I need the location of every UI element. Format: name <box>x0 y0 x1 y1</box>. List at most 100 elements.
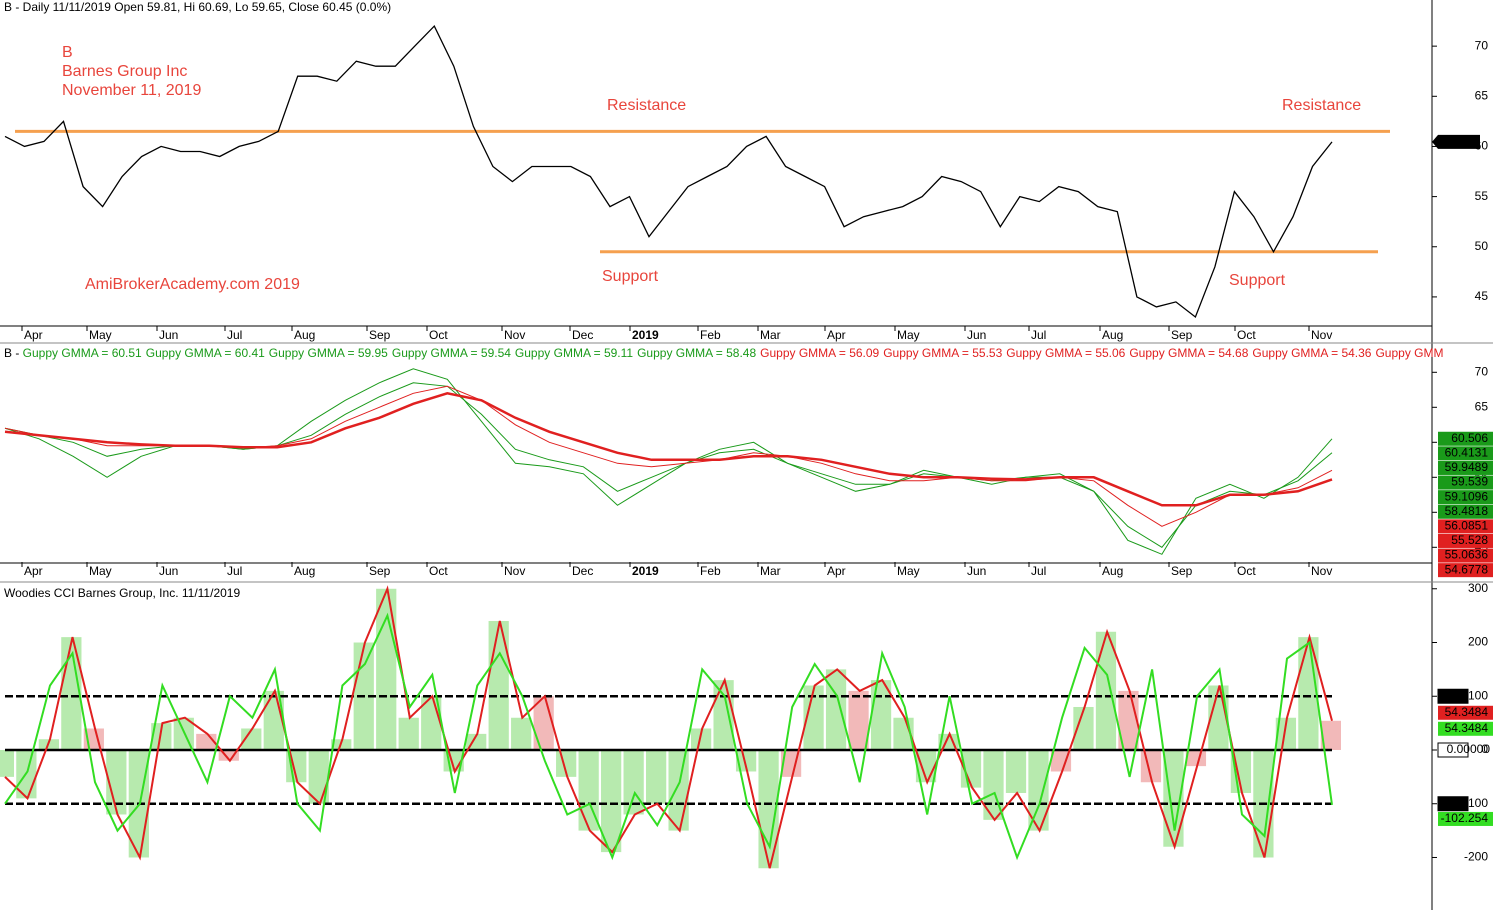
cci-histogram <box>218 749 239 761</box>
x-tick-label: Jul <box>1031 328 1046 342</box>
ref-tag: -100 <box>1442 796 1466 810</box>
value-tag-box <box>1438 431 1493 446</box>
y-tick-label: 65 <box>1475 88 1489 102</box>
cci-histogram <box>646 749 667 804</box>
cci-histogram <box>0 749 14 777</box>
x-tick-label: May <box>897 564 920 578</box>
cci-histogram <box>1320 720 1341 750</box>
cci-histogram <box>690 728 712 750</box>
x-tick-label: Aug <box>294 328 315 342</box>
cci-histogram <box>376 588 397 750</box>
legend-entry: Guppy GMM <box>1375 346 1443 360</box>
value-tag: 59.1096 <box>1445 489 1489 503</box>
y-tick-label: 70 <box>1475 38 1489 52</box>
value-tag: 55.528 <box>1451 533 1488 547</box>
price-line <box>4 24 1333 319</box>
y-tick-label: 55 <box>1475 189 1489 203</box>
last-price-box <box>1432 134 1480 149</box>
x-tick-label: 2019 <box>632 564 659 578</box>
gmma-legend: B - Guppy GMMA = 60.51 Guppy GMMA = 60.41… <box>4 346 1443 360</box>
cci-histogram <box>398 717 419 750</box>
ref-tag-box <box>1437 796 1469 812</box>
cci-histogram <box>713 680 734 750</box>
cci-histogram <box>1185 749 1207 767</box>
value-tag-box <box>1438 519 1493 534</box>
x-tick-label: Aug <box>294 564 315 578</box>
x-tick-label: May <box>897 328 920 342</box>
cci-histogram <box>870 680 892 750</box>
x-tick-label: May <box>89 564 112 578</box>
value-tag: 56.0851 <box>1445 519 1489 533</box>
x-tick-label: Oct <box>429 328 448 342</box>
legend-prefix: B - <box>4 346 23 360</box>
cci-histogram <box>488 621 509 750</box>
x-tick-label: Apr <box>827 328 846 342</box>
x-tick-label: Jun <box>159 328 178 342</box>
x-tick-label: May <box>89 328 112 342</box>
cci-histogram <box>1163 749 1184 847</box>
legend-entry: Guppy GMMA = 55.06 <box>1006 346 1125 360</box>
cci-line <box>4 612 1333 861</box>
y-tick-label: 100 <box>1468 688 1488 702</box>
x-tick-label: Apr <box>24 328 43 342</box>
value-tag-box <box>1438 460 1493 475</box>
annotation: November 11, 2019 <box>62 82 201 99</box>
x-tick-label: Mar <box>760 328 781 342</box>
annotation: Support <box>602 268 659 285</box>
value-tag: 60.4131 <box>1445 446 1489 460</box>
y-tick-label: 0 <box>1481 742 1488 756</box>
value-tag-box <box>1438 563 1493 578</box>
value-tag-box <box>1438 475 1493 490</box>
x-tick-label: Jul <box>227 564 242 578</box>
y-tick-label: 300 <box>1468 581 1488 595</box>
cci-histogram <box>151 723 172 750</box>
ref-tag: 100 <box>1446 688 1466 702</box>
value-tag-box <box>1438 446 1493 461</box>
x-tick-label: Nov <box>504 328 525 342</box>
value-tag: 59.539 <box>1451 475 1488 489</box>
x-tick-label: Sep <box>1171 328 1193 342</box>
x-tick-label: 2019 <box>632 328 659 342</box>
x-tick-label: Jun <box>967 328 986 342</box>
annotation: Resistance <box>607 97 686 114</box>
cci-histogram <box>241 728 262 750</box>
y-tick-label: 45 <box>1475 289 1489 303</box>
legend-entry: Guppy GMMA = 54.68 <box>1129 346 1248 360</box>
annotation: Support <box>1229 272 1286 289</box>
y-tick-label: -100 <box>1464 796 1488 810</box>
x-tick-label: Aug <box>1102 564 1123 578</box>
cci-histogram <box>1005 749 1027 793</box>
value-tag-box <box>1438 533 1493 548</box>
cci-histogram <box>578 749 599 831</box>
x-tick-label: Apr <box>827 564 846 578</box>
value-tag-box <box>1438 548 1493 563</box>
x-tick-label: Nov <box>1311 328 1332 342</box>
x-tick-label: Nov <box>504 564 525 578</box>
x-tick-label: Dec <box>572 328 593 342</box>
annotation: Resistance <box>1282 97 1361 114</box>
value-tag: 54.3484 <box>1445 705 1489 719</box>
value-tag-box <box>1438 811 1493 826</box>
x-tick-label: Sep <box>1171 564 1193 578</box>
x-tick-label: Feb <box>700 564 721 578</box>
ref-tag-box <box>1437 688 1469 704</box>
y-tick-label: -200 <box>1464 850 1488 864</box>
legend-entry: Guppy GMMA = 59.54 <box>392 346 511 360</box>
y-tick-label: 200 <box>1468 635 1488 649</box>
value-tag: -102.254 <box>1441 811 1489 825</box>
legend-entry: Guppy GMMA = 56.09 <box>760 346 879 360</box>
legend-entry: Guppy GMMA = 60.41 <box>146 346 265 360</box>
value-tag-box <box>1438 504 1493 519</box>
annotation: B <box>62 44 73 61</box>
x-tick-label: Jun <box>159 564 178 578</box>
value-tag: 55.0636 <box>1445 548 1489 562</box>
x-tick-label: Nov <box>1311 564 1332 578</box>
cci-histogram <box>601 749 622 853</box>
x-tick-label: Jun <box>967 564 986 578</box>
gmma-line <box>4 392 1333 507</box>
x-tick-label: Sep <box>369 564 391 578</box>
value-tag: 59.9489 <box>1445 460 1489 474</box>
legend-entry: Guppy GMMA = 59.95 <box>269 346 388 360</box>
value-tag: 54.6778 <box>1445 562 1489 576</box>
